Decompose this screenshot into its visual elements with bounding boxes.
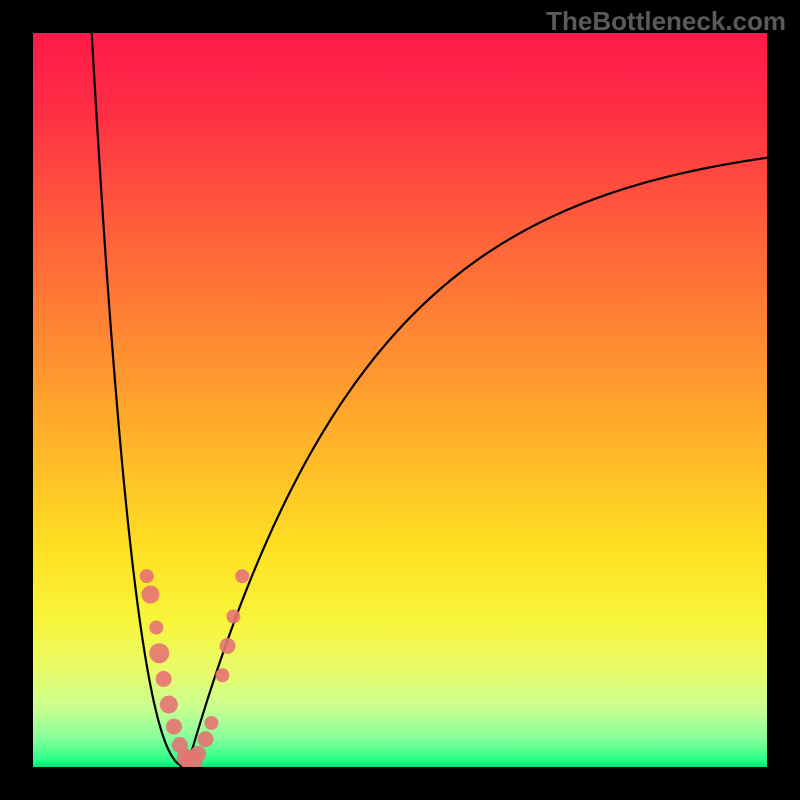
data-marker	[156, 671, 172, 687]
data-marker	[160, 696, 178, 714]
data-marker	[149, 621, 163, 635]
data-marker	[141, 586, 159, 604]
data-marker	[215, 668, 229, 682]
data-marker	[190, 746, 206, 762]
data-marker	[235, 569, 249, 583]
data-marker	[204, 716, 218, 730]
chart-frame: TheBottleneck.com	[0, 0, 800, 800]
data-marker	[149, 643, 169, 663]
data-marker	[226, 610, 240, 624]
data-marker	[140, 569, 154, 583]
plot-area	[33, 33, 767, 767]
watermark-text: TheBottleneck.com	[546, 6, 786, 37]
data-marker	[197, 731, 213, 747]
data-marker	[166, 719, 182, 735]
plot-svg	[33, 33, 767, 767]
data-marker	[220, 638, 236, 654]
